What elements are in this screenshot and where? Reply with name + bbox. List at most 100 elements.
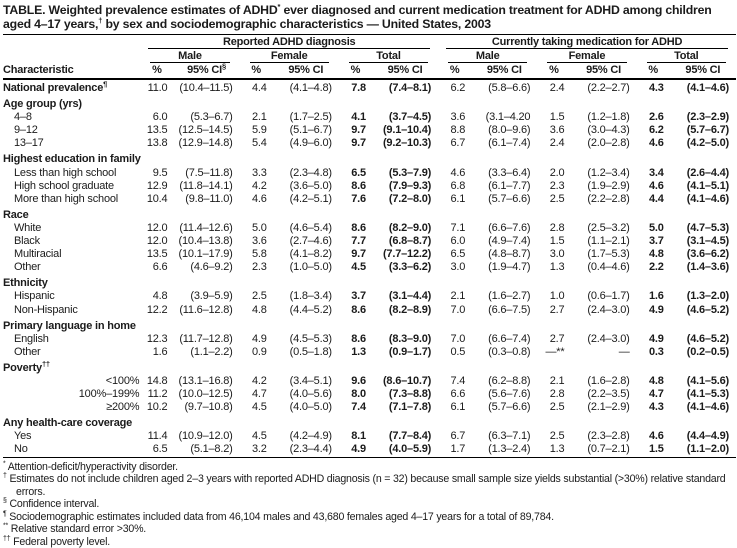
table-cell: (13.1–16.8) [178, 374, 233, 387]
title-text: by sex and sociodemographic characterist… [102, 17, 491, 31]
table-body: National prevalence¶ 11.0 (10.4–11.5) 4.4 (4… [3, 79, 736, 457]
table-cell: (10.4–13.8) [178, 235, 233, 248]
table-cell: 0.9 [251, 345, 267, 358]
table-cell: (2.3–2.8) [587, 430, 630, 443]
table-cell: (2.3–4.8) [289, 166, 332, 179]
table-cell: 2.1 [450, 290, 466, 303]
footnotes: * Attention-deficit/hyperactivity disord… [3, 460, 735, 548]
subgroup-header-female: Female [240, 49, 339, 63]
table-cell: (2.4–3.0) [587, 303, 630, 316]
table-cell: 4.5 [351, 261, 366, 274]
table-row: English 12.3 (11.7–12.8) 4.9 (4.5–5.3) 8.6 (8.… [3, 333, 736, 346]
table-cell: 7.8 [351, 82, 366, 94]
section-label: Age group (yrs) [3, 98, 82, 111]
table-cell: 4.6 [648, 137, 664, 150]
table-cell: 4.6 [648, 430, 664, 443]
subgroup-header-total: Total [637, 49, 736, 63]
table-cell: 1.6 [648, 290, 664, 303]
table-row: 4–8 6.0 (5.3–6.7) 2.1 (1.7–2.5) 4.1 (3.7–4.5) 3… [3, 111, 736, 124]
table-cell: (6.8–8.7) [388, 235, 432, 248]
section-label: Ethnicity [3, 277, 48, 290]
table-cell: 4.7 [648, 388, 664, 401]
table-cell: (9.7–10.8) [184, 401, 233, 414]
table-cell: (1.1–2.0) [686, 443, 729, 456]
table-cell: (4.2–4.9) [289, 430, 332, 443]
table-cell: (1.9–4.7) [488, 261, 531, 274]
table-cell: 6.1 [450, 401, 466, 414]
table-cell: (7.4–8.1) [388, 82, 432, 94]
prevalence-table: Reported ADHD diagnosis Currently taking… [3, 34, 736, 458]
row-label: ≥200% [106, 401, 140, 414]
table-cell: 7.6 [351, 192, 366, 205]
table-cell: 9.7 [351, 124, 366, 137]
table-cell: 4.5 [251, 430, 267, 443]
table-cell: (6.6–7.5) [488, 303, 531, 316]
section-label: Highest education in family [3, 153, 141, 166]
title-text: ever diagnosed and current medication tr… [3, 3, 712, 31]
table-cell: 6.1 [450, 192, 466, 205]
row-label: No [14, 443, 28, 456]
table-cell: (2.1–2.9) [587, 401, 630, 414]
table-cell: (7.7–12.2) [382, 248, 432, 261]
table-row: Yes 11.4 (10.9–12.0) 4.5 (4.2–4.9) 8.1 (7.7–8.… [3, 430, 736, 443]
footnote: ** Relative standard error >30%. [3, 522, 147, 536]
row-label: Non-Hispanic [14, 303, 78, 316]
section-row: Primary language in home [3, 317, 736, 333]
row-label: Multiracial [14, 248, 62, 261]
table-row: <100% 14.8 (13.1–16.8) 4.2 (3.4–5.1) 9.6 (8.6–… [3, 375, 736, 388]
table-cell: 3.7 [648, 235, 664, 248]
footnote-marker: ¶ [3, 510, 7, 517]
subgroup-header-total: Total [339, 49, 438, 63]
table-cell: 7.4 [351, 401, 366, 414]
section-row: Highest education in family [3, 150, 736, 166]
table-cell: 6.2 [648, 124, 664, 137]
table-cell: 4.6 [648, 179, 664, 192]
section-label: Any health-care coverage [3, 417, 133, 430]
table-cell: 7.0 [450, 303, 466, 316]
table-cell: 1.7 [450, 443, 466, 456]
row-label: English [14, 332, 49, 345]
table-cell: (3.7–4.5) [388, 111, 432, 124]
table-cell: (1.3–2.0) [686, 290, 729, 303]
footnote-marker-asterisk: * [277, 1, 281, 11]
table-cell: (4.6–5.2) [686, 303, 729, 316]
table-cell: (3.6–5.0) [289, 179, 332, 192]
table-cell: (0.4–4.6) [587, 261, 630, 274]
table-cell: (4.0–5.9) [388, 443, 432, 456]
table-cell: 6.0 [152, 111, 168, 124]
column-header-ci: 95% CI [669, 63, 736, 80]
table-cell: 2.3 [549, 179, 565, 192]
table-cell: 6.7 [450, 137, 466, 150]
table-row: High school graduate 12.9 (11.8–14.1) 4.2 (3… [3, 180, 736, 193]
table-cell: 6.2 [450, 82, 466, 94]
table-cell: 2.5 [251, 290, 267, 303]
table-row: More than high school 10.4 (9.8–11.0) 4.6 (4… [3, 193, 736, 206]
table-row: 9–12 13.5 (12.5–14.5) 5.9 (5.1–6.7) 9.7 (9.1–1… [3, 124, 736, 137]
table-cell: (6.6–7.4) [488, 332, 531, 345]
row-label: National prevalence¶ [3, 79, 108, 94]
table-row: ≥200% 10.2 (9.7–10.8) 4.5 (4.0–5.0) 7.4 (7.1–7… [3, 401, 736, 414]
table-cell: (1.2–3.4) [587, 166, 630, 179]
table-cell: 2.5 [549, 192, 565, 205]
column-header-ci: 95% CI [471, 63, 538, 80]
table-cell: 4.6 [251, 192, 267, 205]
table-cell: (5.7–6.6) [488, 401, 531, 414]
table-cell: 7.7 [351, 235, 366, 248]
table-cell: 3.4 [648, 166, 664, 179]
table-cell: 3.7 [351, 290, 366, 303]
table-cell: 10.4 [146, 192, 168, 205]
table-cell: (3.1–4.20 [485, 111, 531, 124]
table-cell: 14.8 [146, 374, 168, 387]
table-cell: 1.3 [351, 345, 366, 358]
table-cell: (4.4–4.9) [686, 430, 729, 443]
table-cell: 8.0 [351, 388, 366, 401]
table-cell: (3.6–6.2) [686, 248, 729, 261]
column-header-percent: % [537, 63, 571, 80]
spacer-cell [3, 34, 141, 49]
footnote-marker: † [3, 472, 7, 480]
table-cell: 6.5 [152, 443, 168, 456]
table-cell: (7.9–9.3) [388, 179, 432, 192]
table-cell: 2.7 [549, 303, 565, 316]
table-cell: (6.2–8.8) [488, 374, 531, 387]
table-cell: 8.6 [351, 303, 366, 316]
